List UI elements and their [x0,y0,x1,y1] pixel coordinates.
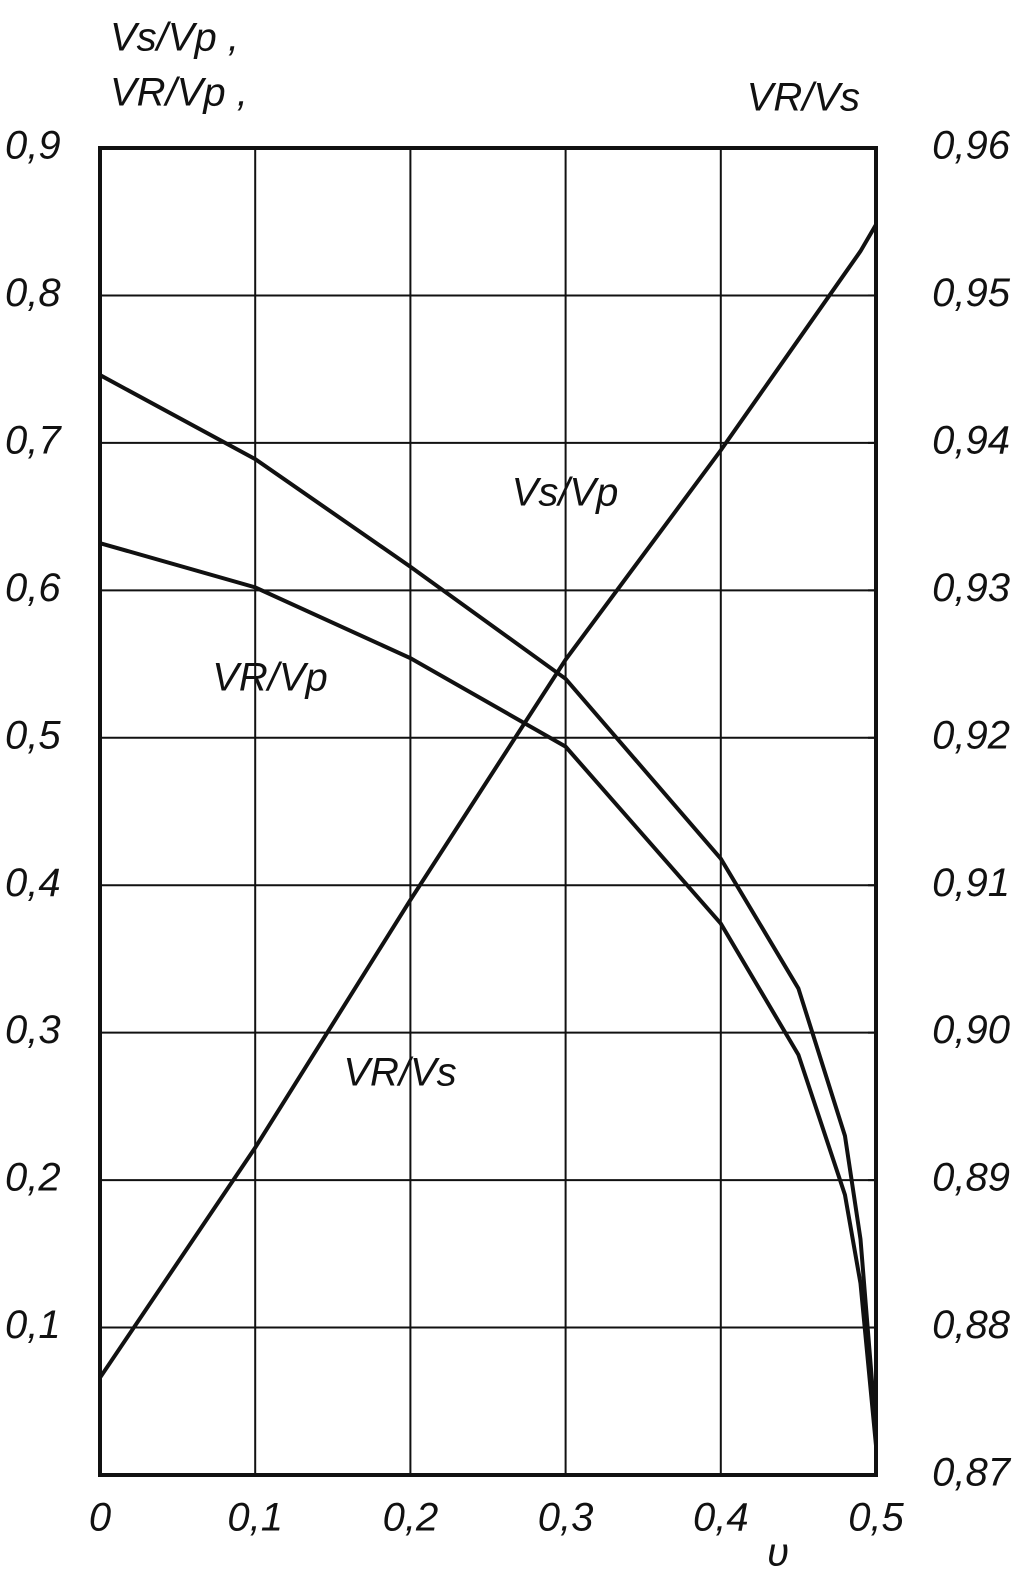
y2-tick-label: 0,90 [932,1008,1010,1052]
x-tick-label: 0,3 [538,1496,594,1540]
y2-tick-label: 0,89 [932,1156,1010,1200]
y-axis-label: VR/Vp , [110,71,248,115]
y2-tick-label: 0,91 [932,861,1010,905]
y2-tick-label: 0,88 [932,1303,1011,1347]
series-label: VR/Vp [212,656,328,700]
y-tick-label: 0,6 [5,566,61,610]
series-label: VR/Vs [343,1051,456,1095]
y-tick-label: 0,3 [5,1008,61,1052]
y2-tick-label: 0,92 [932,713,1010,757]
x-tick-label: 0,1 [227,1496,283,1540]
y-axis-label: Vs/Vp , [110,16,239,60]
plot-frame [98,146,878,1477]
y2-tick-label: 0,87 [932,1451,1012,1495]
series-line [98,223,878,1379]
y-tick-label: 0,8 [5,271,61,315]
x-axis-label: υ [767,1531,789,1572]
y2-tick-label: 0,95 [932,271,1011,315]
x-tick-label: 0,5 [848,1496,904,1540]
y-tick-label: 0,7 [5,418,62,462]
series-line [99,373,878,1431]
y-tick-label: 0,1 [5,1303,61,1347]
y-tick-label: 0,5 [5,713,61,757]
y2-axis-label: VR/Vs [747,76,860,120]
y-tick-label: 0,9 [5,124,61,168]
y2-tick-label: 0,96 [932,124,1011,168]
y2-tick-label: 0,93 [932,566,1010,610]
y2-tick-label: 0,94 [932,418,1010,462]
x-tick-label: 0,4 [693,1496,749,1540]
y-tick-label: 0,4 [5,861,61,905]
series-label: Vs/Vp [512,471,619,515]
x-tick-label: 0 [89,1496,111,1540]
x-tick-label: 0,2 [383,1496,439,1540]
y-tick-label: 0,2 [5,1156,61,1200]
series-line [99,541,878,1446]
